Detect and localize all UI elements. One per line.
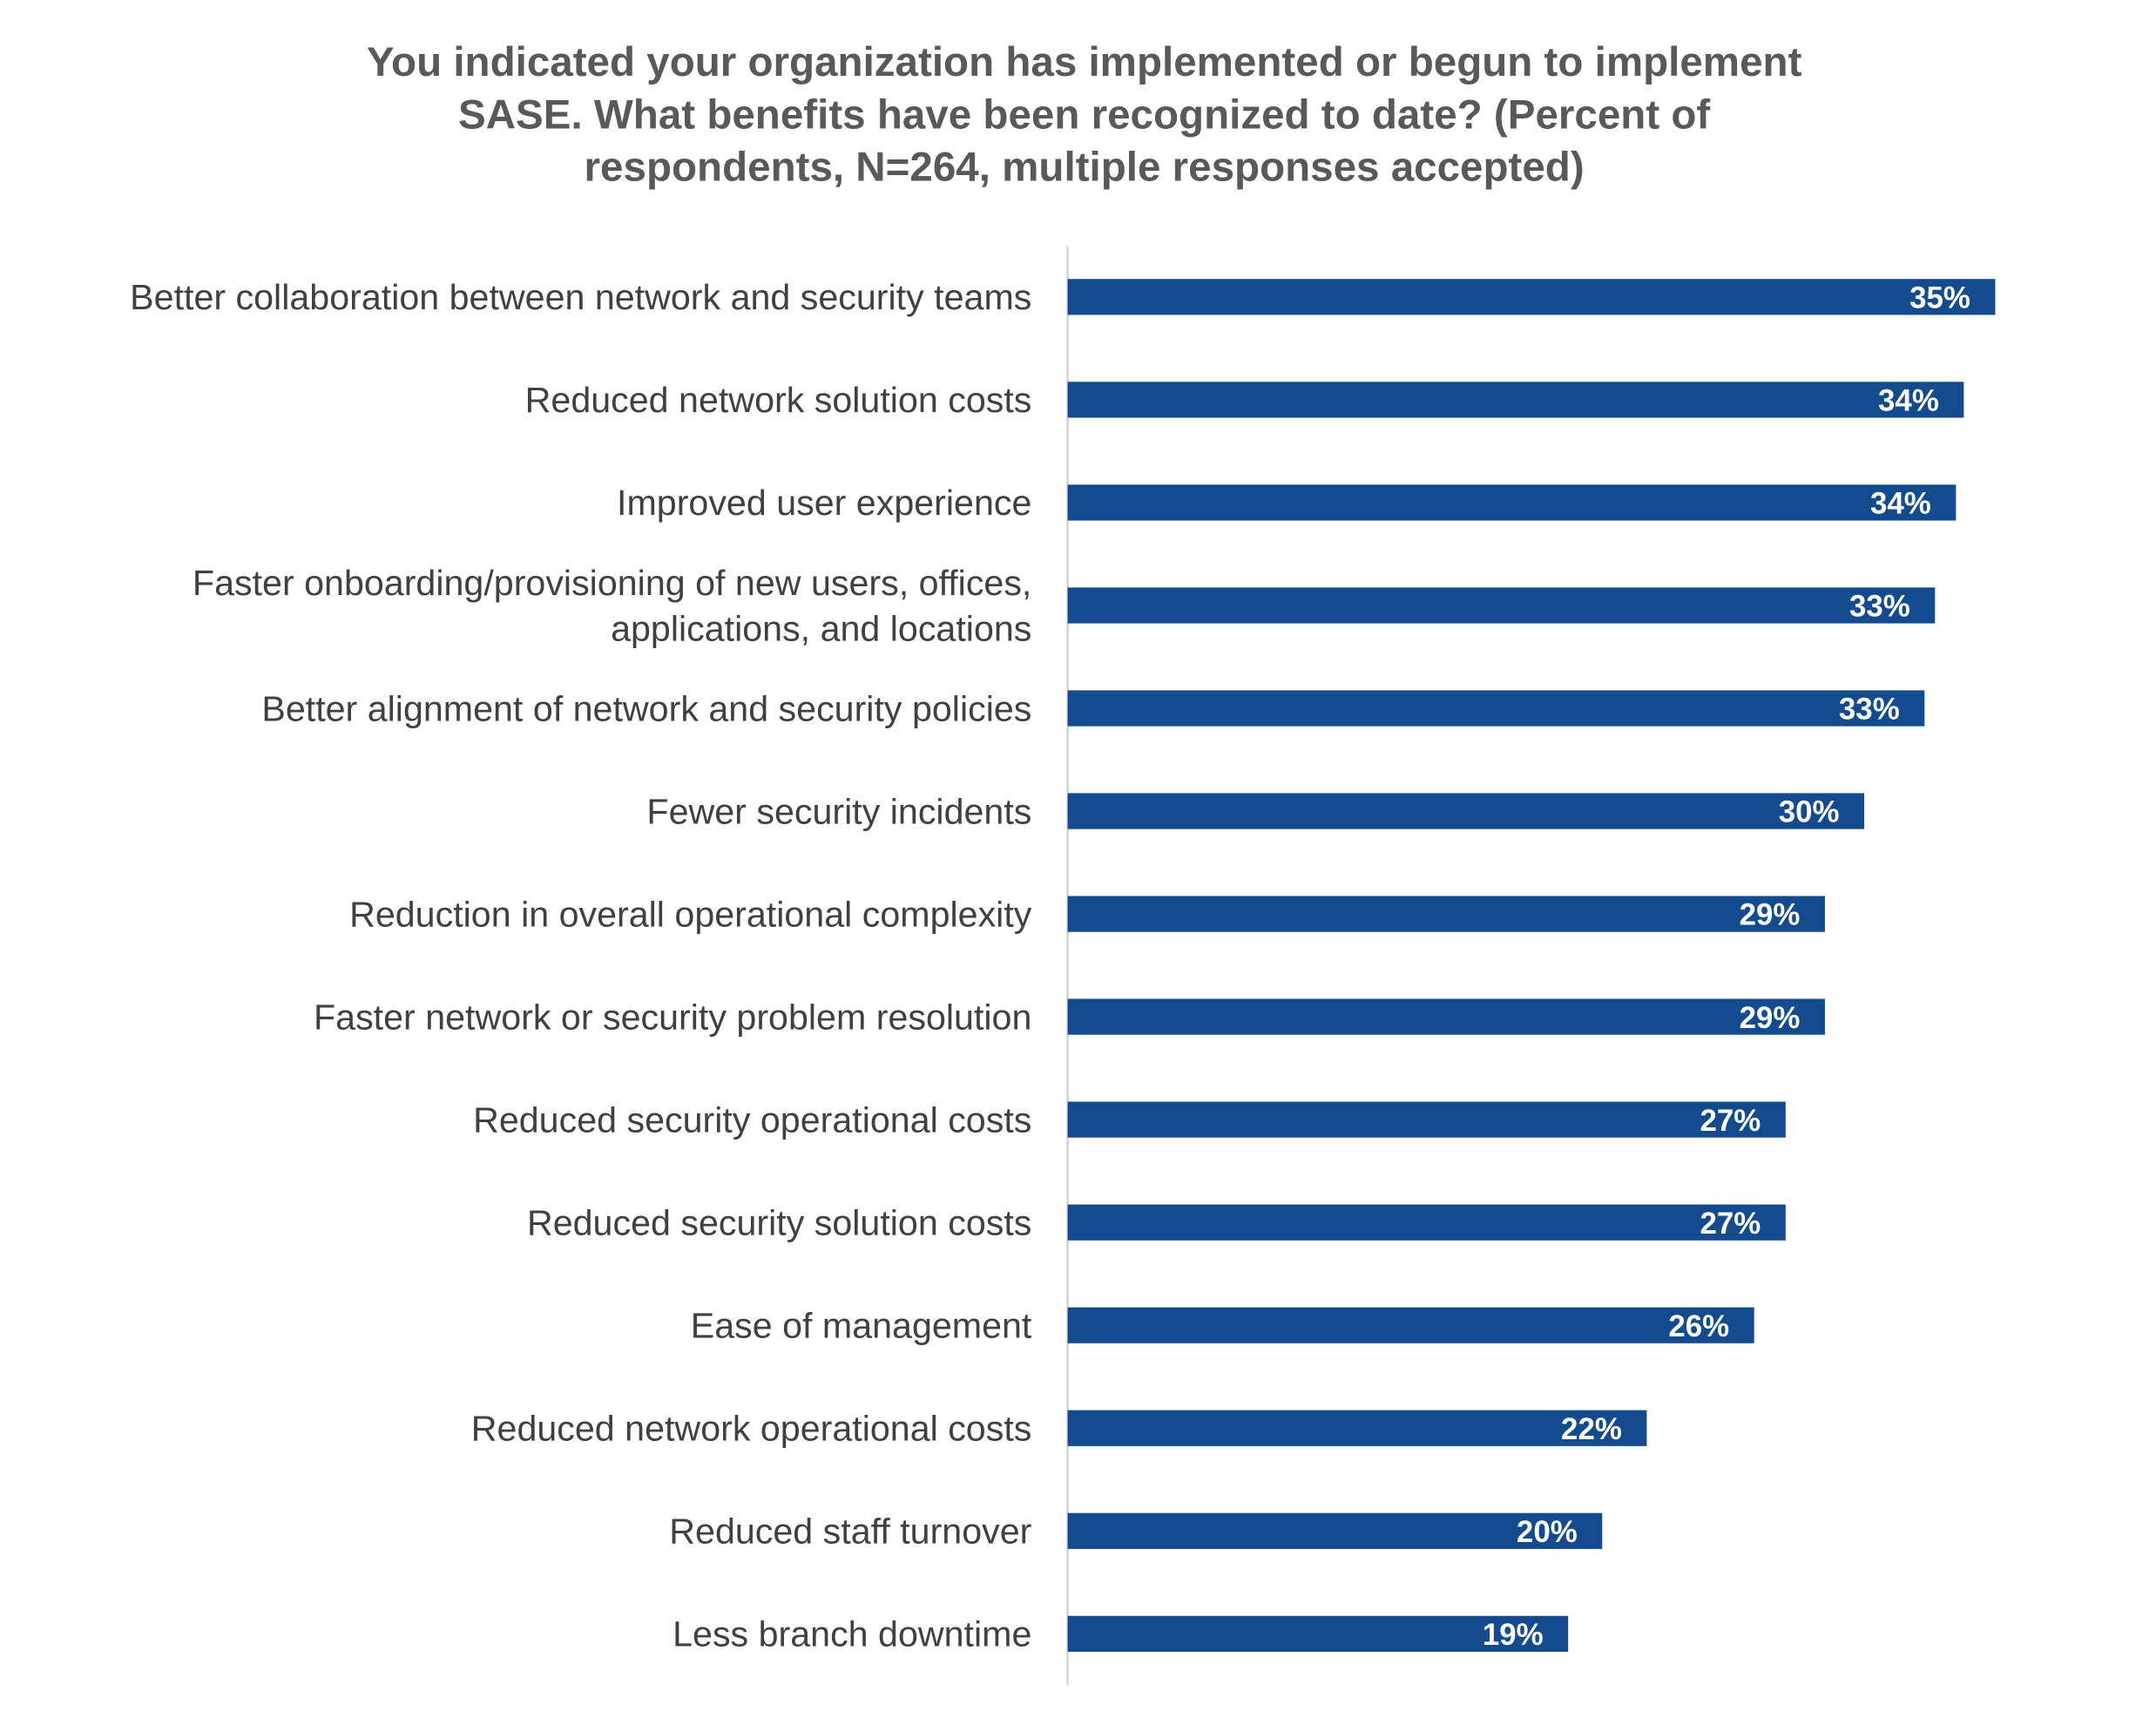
value-label: 29% (1740, 898, 1801, 932)
category-label: Less branch downtime (672, 1614, 1031, 1654)
bar (1067, 690, 1925, 727)
value-label: 27% (1700, 1104, 1761, 1138)
bar (1067, 1512, 1603, 1549)
value-label: 22% (1561, 1412, 1622, 1446)
value-label: 27% (1700, 1207, 1761, 1241)
value-label: 29% (1740, 1001, 1801, 1035)
category-label: Reduced security solution costs (527, 1202, 1031, 1242)
category-label: Faster network or security problem resol… (314, 997, 1031, 1037)
bar (1067, 484, 1957, 521)
bar (1067, 1101, 1786, 1138)
bar (1067, 1615, 1569, 1652)
value-label: 34% (1870, 487, 1931, 521)
value-label: 20% (1517, 1515, 1578, 1549)
value-label: 26% (1668, 1309, 1729, 1343)
value-label: 33% (1839, 693, 1900, 727)
category-label: Faster onboarding/provisioning of new us… (193, 563, 1031, 648)
value-label: 34% (1878, 384, 1939, 418)
category-label: Reduced staff turnover (669, 1512, 1031, 1552)
bar (1067, 1204, 1786, 1241)
bar (1067, 279, 1996, 315)
chart-title: SASE. What benefits have been recognized… (458, 91, 1710, 138)
value-label: 19% (1483, 1618, 1544, 1652)
chart-title: You indicated your organization has impl… (367, 39, 1802, 85)
value-label: 30% (1779, 795, 1840, 829)
category-label: Fewer security incidents (646, 791, 1031, 831)
category-label: Reduced security operational costs (473, 1099, 1031, 1140)
bar (1067, 1307, 1754, 1343)
category-label: Ease of management (691, 1305, 1032, 1345)
category-label: Better alignment of network and security… (261, 688, 1031, 728)
category-label: Reduced network operational costs (471, 1409, 1032, 1449)
category-label: Reduced network solution costs (525, 380, 1032, 420)
category-label: Better collaboration between network and… (130, 277, 1031, 317)
bar (1067, 998, 1825, 1035)
bar (1067, 587, 1936, 624)
bar (1067, 382, 1964, 418)
value-label: 33% (1849, 590, 1910, 624)
bar (1067, 793, 1865, 829)
bar (1067, 896, 1825, 932)
chart-title: respondents, N=264, multiple responses a… (585, 145, 1585, 191)
value-label: 35% (1909, 281, 1970, 315)
category-label: Improved user experience (617, 483, 1031, 523)
category-label: Reduction in overall operational complex… (349, 894, 1032, 934)
bar (1067, 1410, 1647, 1446)
